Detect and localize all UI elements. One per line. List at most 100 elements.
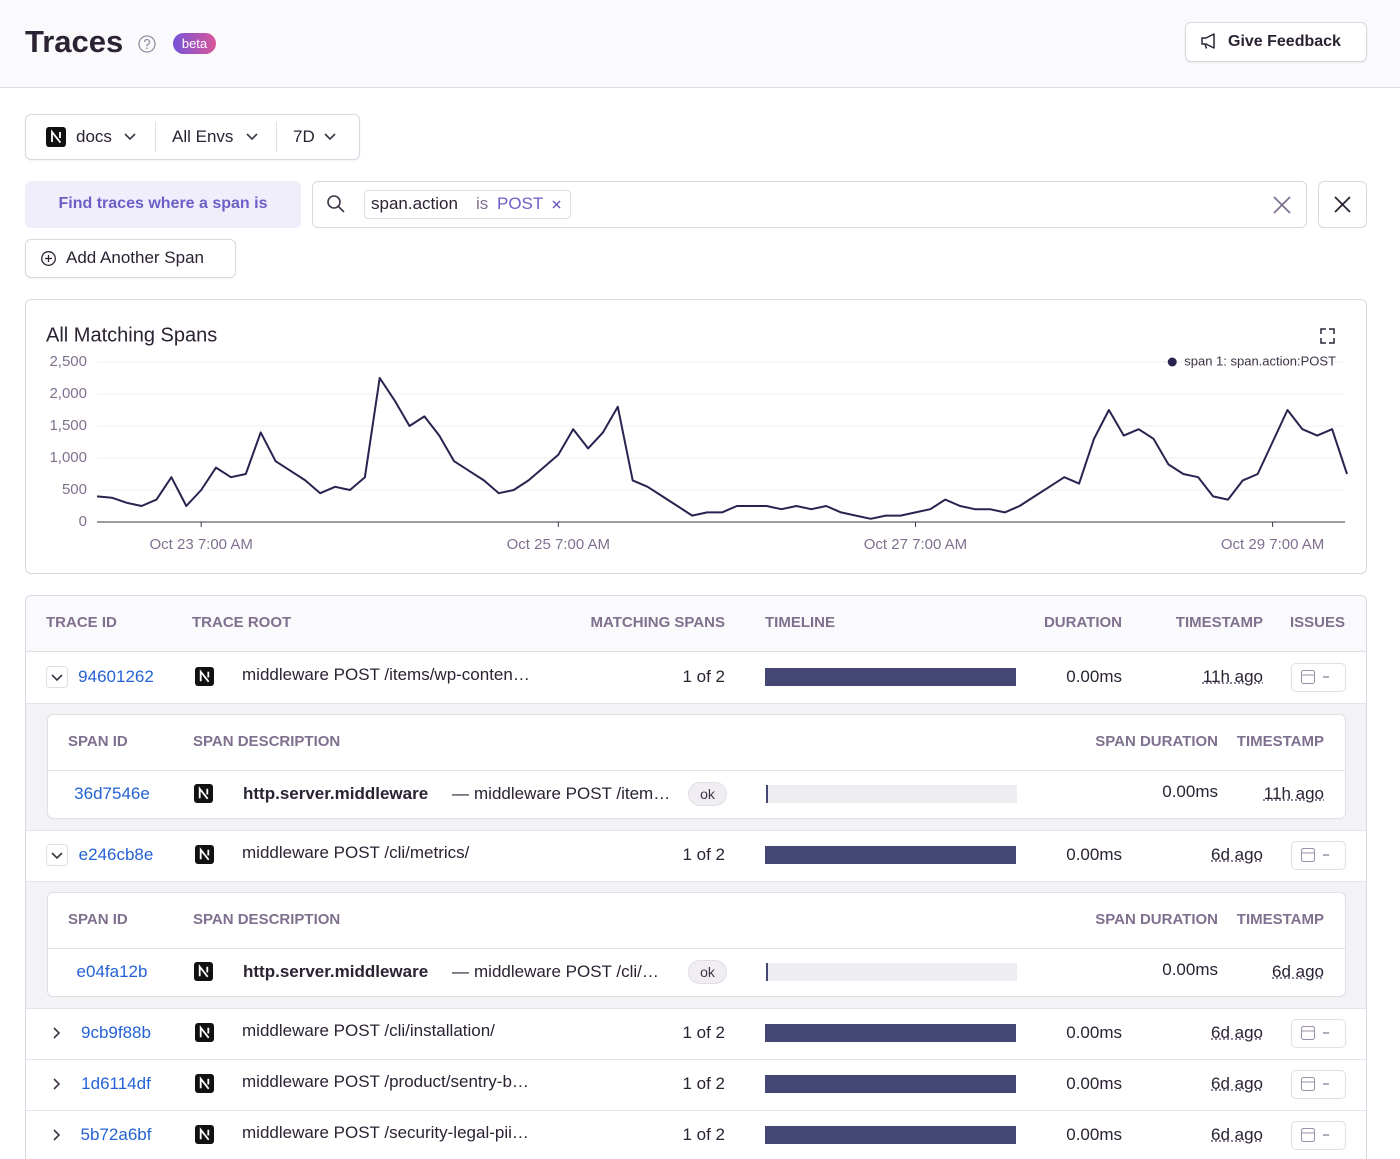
- span-timeline-track: [766, 963, 1017, 981]
- token-remove-part: [552, 200, 561, 209]
- timeline-bar: [765, 1024, 1016, 1042]
- filter-divider: [155, 122, 156, 152]
- span-column-header: SPAN DESCRIPTION: [193, 911, 341, 928]
- trace-id[interactable]: e246cb8e: [78, 845, 154, 864]
- search-icon-part: [327, 195, 341, 209]
- span-description: middleware POST /cli/…: [474, 962, 659, 981]
- matching-spans: 1 of 2: [682, 667, 725, 686]
- token-remove[interactable]: [552, 200, 561, 209]
- x-tick-label: Oct 23 7:00 AM: [149, 536, 252, 553]
- y-tick-label: 2,500: [49, 353, 87, 370]
- matching-spans: 1 of 2: [682, 1023, 725, 1042]
- issues-icon-part: [1301, 670, 1315, 684]
- filter-divider: [276, 122, 277, 152]
- issues-icon: [1301, 1077, 1329, 1091]
- feedback-label: Give Feedback: [1228, 33, 1341, 50]
- token-value: POST: [497, 194, 544, 213]
- period-filter[interactable]: 7D: [293, 127, 315, 146]
- help-icon-part: [138, 35, 156, 53]
- issues-button[interactable]: [1291, 841, 1346, 870]
- fullscreen-icon[interactable]: [1320, 328, 1335, 344]
- trace-root: middleware POST /security-legal-pii…: [242, 1123, 529, 1142]
- trace-duration: 0.00ms: [1066, 845, 1122, 864]
- issues-icon: [1301, 1128, 1329, 1142]
- issues-button[interactable]: [1291, 1019, 1346, 1048]
- trace-id[interactable]: 94601262: [78, 667, 154, 686]
- timeline-bar: [765, 846, 1016, 864]
- expand-toggle[interactable]: [53, 1027, 61, 1039]
- project-logo-part: [199, 1076, 210, 1090]
- issues-icon-part: [1301, 1026, 1315, 1040]
- trace-root: middleware POST /cli/installation/: [242, 1021, 495, 1040]
- issues-button[interactable]: [1291, 1121, 1346, 1150]
- close-icon-part: [1334, 196, 1351, 213]
- x-tick-label: Oct 27 7:00 AM: [864, 536, 967, 553]
- help-icon-part: [143, 38, 151, 47]
- search-label-box: [25, 181, 301, 228]
- add-span-label: Add Another Span: [66, 248, 205, 267]
- column-header: MATCHING SPANS: [590, 614, 725, 631]
- page-title: Traces: [25, 24, 124, 59]
- expand-toggle-part: [53, 1027, 61, 1039]
- beta-badge: beta: [173, 33, 216, 54]
- add-span-button[interactable]: [25, 239, 236, 278]
- legend-dot: [1167, 357, 1177, 367]
- feedback-button[interactable]: [1185, 22, 1367, 62]
- help-icon-part: [146, 47, 148, 50]
- clear-search-part: [1273, 196, 1291, 214]
- issues-button[interactable]: [1291, 663, 1346, 692]
- token-key: span.action: [371, 194, 458, 213]
- chevron-down: [51, 852, 63, 860]
- trace-id[interactable]: 9cb9f88b: [81, 1023, 151, 1042]
- issues-icon-part: [1301, 848, 1315, 862]
- column-header: TIMELINE: [765, 614, 835, 631]
- project-logo-part: [51, 129, 62, 144]
- span-id[interactable]: e04fa12b: [76, 962, 148, 981]
- expand-toggle-part: [53, 1129, 61, 1141]
- expand-toggle[interactable]: [46, 666, 68, 688]
- x-tick-label: Oct 25 7:00 AM: [507, 536, 610, 553]
- span-column-header: SPAN DESCRIPTION: [193, 733, 341, 750]
- issues-button[interactable]: [1291, 1070, 1346, 1099]
- expand-toggle[interactable]: [53, 1129, 61, 1141]
- issues-icon: [1301, 1026, 1329, 1040]
- chevron-down-part: [324, 133, 336, 141]
- span-status: ok: [688, 782, 727, 806]
- expand-toggle[interactable]: [53, 1078, 61, 1090]
- expand-toggle[interactable]: [46, 844, 68, 866]
- span-id[interactable]: 36d7546e: [74, 784, 150, 803]
- chevron-down: [124, 133, 136, 141]
- row-divider: [26, 1008, 1366, 1009]
- chart: All Matching Spans 0 500 1,000 1,500 2,000 2,5…: [46, 324, 1348, 553]
- search-icon-part: [337, 205, 345, 213]
- chart-title: All Matching Spans: [46, 324, 217, 346]
- close-icon: [1334, 196, 1351, 213]
- project-logo: [194, 962, 213, 981]
- clear-search[interactable]: [1273, 196, 1291, 214]
- project-logo: [195, 1074, 214, 1093]
- trace-timestamp: 6d ago: [1211, 845, 1263, 864]
- close-button[interactable]: [1318, 181, 1367, 228]
- trace-id[interactable]: 5b72a6bf: [80, 1125, 152, 1144]
- project-logo-part: [199, 1025, 210, 1039]
- environment-filter[interactable]: All Envs: [172, 127, 234, 146]
- project-logo-part: [199, 669, 210, 683]
- chevron-down: [324, 133, 336, 141]
- project-logo-part: [199, 1127, 210, 1141]
- span-timestamp: 11h ago: [1263, 784, 1324, 803]
- span-timeline-bar: [766, 963, 768, 981]
- row-divider: [26, 830, 1366, 831]
- matching-spans: 1 of 2: [682, 1074, 725, 1093]
- trace-id[interactable]: 1d6114df: [81, 1074, 151, 1093]
- span-timestamp: 6d ago: [1272, 962, 1324, 981]
- megaphone-icon-part: [1201, 33, 1215, 49]
- project-logo: [46, 127, 66, 147]
- search-box[interactable]: [312, 181, 1307, 228]
- project-filter[interactable]: docs: [76, 127, 112, 146]
- issues-icon-part: [1301, 1128, 1315, 1142]
- row-divider: [26, 1059, 1366, 1060]
- span-column-header: SPAN DURATION: [1095, 733, 1218, 750]
- matching-spans: 1 of 2: [682, 1125, 725, 1144]
- span-timeline-bar: [766, 785, 768, 803]
